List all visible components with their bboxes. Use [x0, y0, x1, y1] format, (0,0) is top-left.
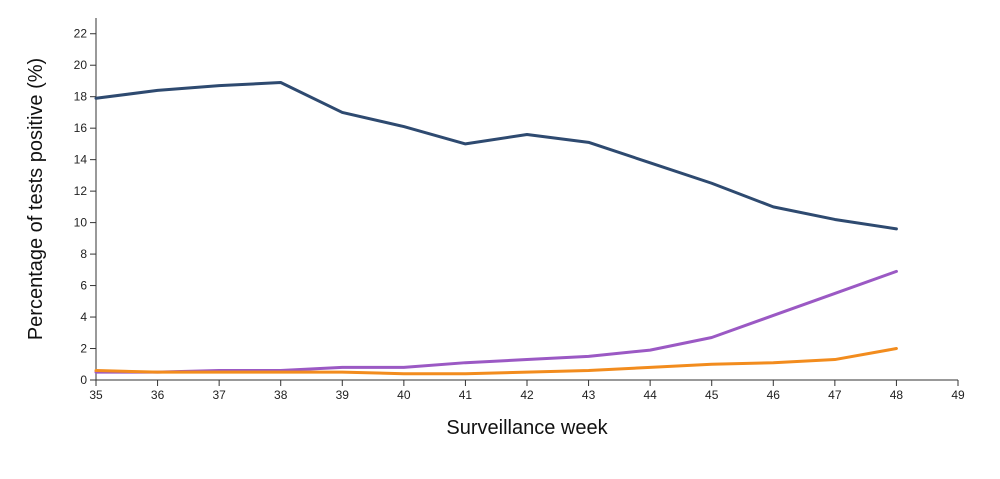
x-tick-label: 40 — [397, 388, 411, 402]
y-tick-label: 10 — [74, 216, 88, 230]
y-tick-label: 8 — [80, 247, 87, 261]
series-layer — [94, 81, 898, 376]
x-tick-label: 48 — [890, 388, 904, 402]
x-tick-label: 43 — [582, 388, 596, 402]
y-axis: 0 2 4 6 8 10 12 14 16 18 20 22 — [74, 18, 97, 387]
y-tick-label: 12 — [74, 184, 88, 198]
x-tick-label: 45 — [705, 388, 719, 402]
x-tick-label: 46 — [767, 388, 781, 402]
x-tick-label: 38 — [274, 388, 288, 402]
y-tick-label: 2 — [80, 342, 87, 356]
x-tick-label: 44 — [643, 388, 657, 402]
x-tick-label: 36 — [151, 388, 165, 402]
y-axis-title: Percentage of tests positive (%) — [25, 58, 47, 340]
y-tick-label: 18 — [74, 90, 88, 104]
x-tick-label: 37 — [212, 388, 226, 402]
x-axis: 35 36 37 38 39 40 41 42 43 44 45 46 47 48 49 — [89, 379, 965, 402]
series-line-2 — [94, 269, 898, 374]
series-line-1 — [94, 81, 898, 231]
y-tick-label: 22 — [74, 27, 88, 41]
y-tick-label: 4 — [80, 310, 87, 324]
x-tick-label: 42 — [520, 388, 534, 402]
x-tick-label: 47 — [828, 388, 842, 402]
y-tick-label: 0 — [80, 373, 87, 387]
x-axis-title: Surveillance week — [446, 417, 608, 439]
x-tick-label: 49 — [951, 388, 965, 402]
y-tick-label: 20 — [74, 58, 88, 72]
x-tick-label: 35 — [89, 388, 103, 402]
y-tick-label: 14 — [74, 153, 88, 167]
y-tick-label: 16 — [74, 121, 88, 135]
y-tick-label: 6 — [80, 279, 87, 293]
series-line-3 — [94, 347, 898, 376]
x-tick-label: 41 — [459, 388, 473, 402]
x-tick-label: 39 — [336, 388, 350, 402]
